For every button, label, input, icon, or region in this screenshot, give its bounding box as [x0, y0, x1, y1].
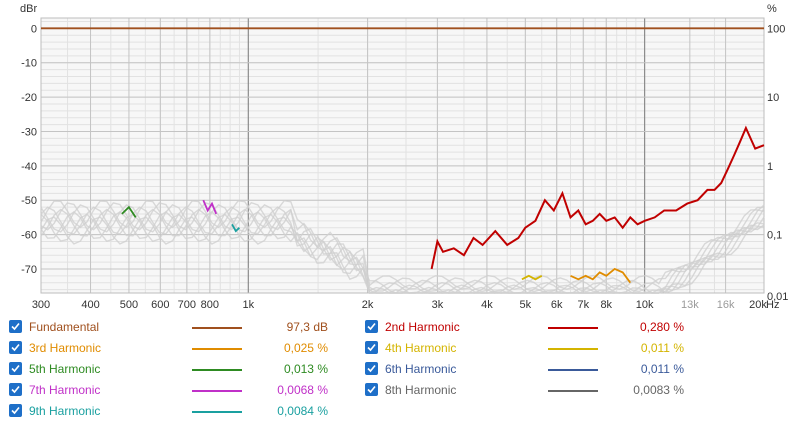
legend-value: 0,011 %: [640, 341, 684, 355]
x-tick-label: 3k: [432, 299, 444, 311]
series-line-9th-harmonic: [231, 223, 241, 233]
legend-name: 5th Harmonic: [29, 362, 101, 376]
series-group: [41, 27, 765, 284]
x-tick-label: 1k: [242, 299, 254, 311]
x-tick-label: 13k: [681, 299, 699, 311]
legend-item-2nd-harmonic[interactable]: 2nd Harmonic 0,280 %: [365, 317, 695, 337]
y-tick-label-right: 1: [767, 161, 773, 173]
plot-background: [41, 18, 764, 293]
legend: Fundamental 97,3 dB 2nd Harmonic 0,280 %…: [0, 316, 800, 427]
legend-name: 4th Harmonic: [385, 341, 457, 355]
y-tick-label-right: 0,01: [767, 291, 788, 303]
checkbox-checked-icon[interactable]: [365, 383, 378, 396]
legend-item-7th-harmonic[interactable]: 7th Harmonic 0,0068 %: [9, 380, 339, 400]
checkbox-checked-icon[interactable]: [9, 383, 22, 396]
legend-value: 97,3 dB: [286, 320, 328, 334]
x-unit-label: Hz: [766, 299, 779, 311]
legend-item-fundamental[interactable]: Fundamental 97,3 dB: [9, 317, 339, 337]
legend-item-4th-harmonic[interactable]: 4th Harmonic 0,011 %: [365, 338, 695, 358]
checkbox-checked-icon[interactable]: [9, 404, 22, 417]
y-tick-label-left: -10: [21, 58, 37, 70]
y-tick-label-left: -50: [21, 195, 37, 207]
y-tick-label-left: -30: [21, 126, 37, 138]
legend-item-6th-harmonic[interactable]: 6th Harmonic 0,011 %: [365, 359, 695, 379]
legend-line-swatch: [192, 369, 242, 371]
x-tick-label: 600: [151, 299, 169, 311]
legend-name: 3rd Harmonic: [29, 341, 102, 355]
legend-line-swatch: [548, 390, 598, 392]
legend-value: 0,0068 %: [277, 383, 328, 397]
checkbox-checked-icon[interactable]: [365, 341, 378, 354]
checkbox-checked-icon[interactable]: [365, 320, 378, 333]
legend-value: 0,025 %: [283, 341, 328, 355]
background-traces: [40, 199, 765, 295]
background-trace: [40, 206, 765, 295]
x-tick-label: 20k: [749, 299, 767, 311]
background-trace: [40, 204, 765, 294]
x-tick-label: 5k: [520, 299, 532, 311]
legend-line-swatch: [548, 327, 598, 329]
x-tick-label: 500: [120, 299, 138, 311]
harmonic-distortion-chart: 300 400 500 600 700 800 1k 2k 3k 4k 5k 6k 7k 8k 10k 13k…: [20, 3, 788, 311]
legend-item-5th-harmonic[interactable]: 5th Harmonic 0,013 %: [9, 359, 339, 379]
checkbox-checked-icon[interactable]: [365, 362, 378, 375]
y-tick-label-right: 100: [767, 23, 785, 35]
y-tick-label-right: 0,1: [767, 230, 782, 242]
legend-name: 2nd Harmonic: [385, 320, 460, 334]
legend-line-swatch: [192, 411, 242, 413]
x-tick-label: 400: [81, 299, 99, 311]
legend-value: 0,013 %: [283, 362, 328, 376]
checkbox-checked-icon[interactable]: [9, 362, 22, 375]
y-tick-labels-left: 0 -10 -20 -30 -40 -50 -60 -70: [21, 23, 37, 276]
legend-name: 9th Harmonic: [29, 404, 101, 418]
legend-value: 0,280 %: [639, 320, 684, 334]
left-axis-label: dBr: [20, 3, 37, 15]
legend-name: 6th Harmonic: [385, 362, 457, 376]
x-tick-label: 4k: [481, 299, 493, 311]
x-tick-label: 2k: [362, 299, 374, 311]
series-line-2nd-harmonic: [430, 125, 765, 270]
legend-value: 0,0083 %: [633, 383, 684, 397]
x-tick-label: 7k: [577, 299, 589, 311]
x-tick-label: 800: [201, 299, 219, 311]
y-tick-label-left: -60: [21, 230, 37, 242]
legend-line-swatch: [548, 348, 598, 350]
legend-item-9th-harmonic[interactable]: 9th Harmonic 0,0084 %: [9, 401, 339, 421]
y-tick-label-right: 10: [767, 92, 779, 104]
legend-line-swatch: [192, 390, 242, 392]
x-tick-label: 6k: [551, 299, 563, 311]
legend-line-swatch: [192, 348, 242, 350]
x-tick-labels: 300 400 500 600 700 800 1k 2k 3k 4k 5k 6k 7k 8k 10k 13k…: [32, 299, 780, 311]
series-line-7th-harmonic: [202, 199, 218, 215]
legend-line-swatch: [548, 369, 598, 371]
y-tick-label-left: 0: [31, 23, 37, 35]
series-line-3rd-harmonic: [570, 267, 632, 284]
legend-value: 0,0084 %: [277, 404, 328, 418]
legend-item-8th-harmonic[interactable]: 8th Harmonic 0,0083 %: [365, 380, 695, 400]
legend-name: Fundamental: [29, 320, 100, 334]
legend-value: 0,011 %: [640, 362, 684, 376]
series-line-4th-harmonic: [521, 274, 543, 281]
legend-item-3rd-harmonic[interactable]: 3rd Harmonic 0,025 %: [9, 338, 339, 358]
y-tick-label-left: -40: [21, 161, 37, 173]
legend-line-swatch: [192, 327, 242, 329]
x-tick-label: 700: [178, 299, 196, 311]
checkbox-checked-icon[interactable]: [9, 320, 22, 333]
checkbox-checked-icon[interactable]: [9, 341, 22, 354]
x-tick-label: 10k: [636, 299, 654, 311]
legend-name: 7th Harmonic: [29, 383, 101, 397]
x-tick-label: 16k: [717, 299, 735, 311]
right-axis-label: %: [767, 3, 777, 15]
x-tick-label: 300: [32, 299, 50, 311]
y-tick-label-left: -20: [21, 92, 37, 104]
background-trace: [40, 201, 764, 293]
legend-name: 8th Harmonic: [385, 383, 457, 397]
series-line-5th-harmonic: [121, 205, 137, 218]
y-tick-label-left: -70: [21, 264, 37, 276]
background-trace: [40, 199, 765, 290]
y-tick-labels-right: 100 10 1 0,1 0,01: [767, 23, 788, 303]
x-tick-label: 8k: [600, 299, 612, 311]
